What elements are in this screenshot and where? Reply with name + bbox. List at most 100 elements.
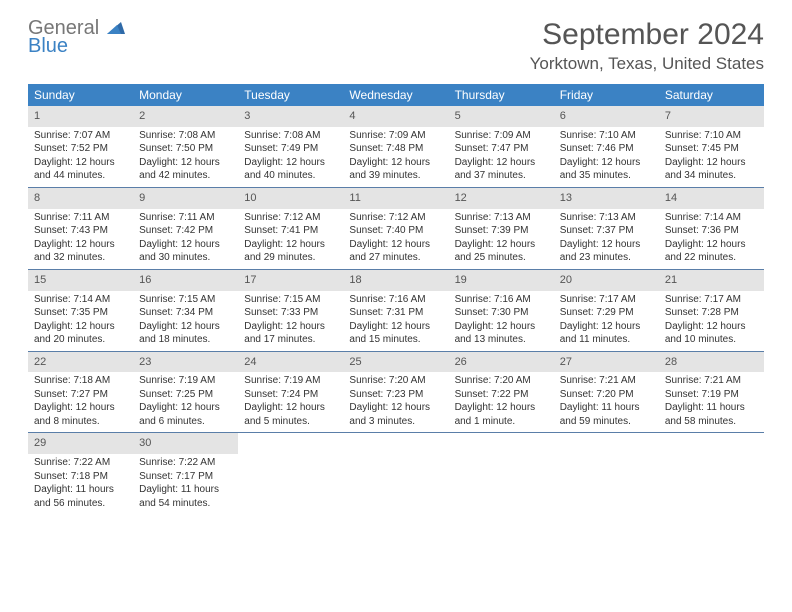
daylight-text: Daylight: 12 hours and 1 minute. (455, 401, 548, 428)
sunset-text: Sunset: 7:17 PM (139, 470, 232, 484)
day-number: 8 (28, 188, 133, 209)
sunrise-text: Sunrise: 7:13 AM (455, 211, 548, 225)
day-details: Sunrise: 7:09 AMSunset: 7:47 PMDaylight:… (449, 129, 554, 187)
daylight-text: Daylight: 12 hours and 25 minutes. (455, 238, 548, 265)
sunrise-text: Sunrise: 7:13 AM (560, 211, 653, 225)
sunset-text: Sunset: 7:18 PM (34, 470, 127, 484)
daylight-text: Daylight: 12 hours and 5 minutes. (244, 401, 337, 428)
calendar-day: 5Sunrise: 7:09 AMSunset: 7:47 PMDaylight… (449, 106, 554, 187)
sunset-text: Sunset: 7:47 PM (455, 142, 548, 156)
sunset-text: Sunset: 7:31 PM (349, 306, 442, 320)
day-details: Sunrise: 7:15 AMSunset: 7:33 PMDaylight:… (238, 293, 343, 351)
sunrise-text: Sunrise: 7:12 AM (349, 211, 442, 225)
daylight-text: Daylight: 11 hours and 56 minutes. (34, 483, 127, 510)
sunrise-text: Sunrise: 7:14 AM (665, 211, 758, 225)
day-number: 14 (659, 188, 764, 209)
calendar-day: 27Sunrise: 7:21 AMSunset: 7:20 PMDayligh… (554, 352, 659, 433)
day-details: Sunrise: 7:10 AMSunset: 7:46 PMDaylight:… (554, 129, 659, 187)
calendar-day: 23Sunrise: 7:19 AMSunset: 7:25 PMDayligh… (133, 352, 238, 433)
day-number: 18 (343, 270, 448, 291)
daylight-text: Daylight: 12 hours and 15 minutes. (349, 320, 442, 347)
day-details: Sunrise: 7:17 AMSunset: 7:28 PMDaylight:… (659, 293, 764, 351)
day-number: 27 (554, 352, 659, 373)
calendar-week: 1Sunrise: 7:07 AMSunset: 7:52 PMDaylight… (28, 106, 764, 188)
dow-wednesday: Wednesday (343, 84, 448, 106)
sunrise-text: Sunrise: 7:19 AM (244, 374, 337, 388)
sunrise-text: Sunrise: 7:16 AM (349, 293, 442, 307)
sunset-text: Sunset: 7:41 PM (244, 224, 337, 238)
daylight-text: Daylight: 11 hours and 54 minutes. (139, 483, 232, 510)
calendar-day-empty (238, 433, 343, 514)
day-number: 15 (28, 270, 133, 291)
day-number: 23 (133, 352, 238, 373)
sunrise-text: Sunrise: 7:15 AM (244, 293, 337, 307)
daylight-text: Daylight: 12 hours and 17 minutes. (244, 320, 337, 347)
calendar-week: 8Sunrise: 7:11 AMSunset: 7:43 PMDaylight… (28, 188, 764, 270)
sunrise-text: Sunrise: 7:17 AM (560, 293, 653, 307)
calendar-day: 4Sunrise: 7:09 AMSunset: 7:48 PMDaylight… (343, 106, 448, 187)
daylight-text: Daylight: 12 hours and 27 minutes. (349, 238, 442, 265)
logo: General Blue (28, 18, 125, 56)
dow-thursday: Thursday (449, 84, 554, 106)
sunset-text: Sunset: 7:33 PM (244, 306, 337, 320)
sunrise-text: Sunrise: 7:17 AM (665, 293, 758, 307)
sunset-text: Sunset: 7:49 PM (244, 142, 337, 156)
calendar-day-empty (343, 433, 448, 514)
day-number: 10 (238, 188, 343, 209)
calendar-day: 24Sunrise: 7:19 AMSunset: 7:24 PMDayligh… (238, 352, 343, 433)
sunset-text: Sunset: 7:20 PM (560, 388, 653, 402)
weeks-container: 1Sunrise: 7:07 AMSunset: 7:52 PMDaylight… (28, 106, 764, 514)
calendar-day: 21Sunrise: 7:17 AMSunset: 7:28 PMDayligh… (659, 270, 764, 351)
calendar-day: 3Sunrise: 7:08 AMSunset: 7:49 PMDaylight… (238, 106, 343, 187)
daylight-text: Daylight: 12 hours and 11 minutes. (560, 320, 653, 347)
day-number: 30 (133, 433, 238, 454)
daylight-text: Daylight: 12 hours and 37 minutes. (455, 156, 548, 183)
day-details: Sunrise: 7:10 AMSunset: 7:45 PMDaylight:… (659, 129, 764, 187)
sunrise-text: Sunrise: 7:08 AM (244, 129, 337, 143)
sunset-text: Sunset: 7:23 PM (349, 388, 442, 402)
day-details: Sunrise: 7:20 AMSunset: 7:22 PMDaylight:… (449, 374, 554, 432)
dow-saturday: Saturday (659, 84, 764, 106)
sunset-text: Sunset: 7:27 PM (34, 388, 127, 402)
day-details: Sunrise: 7:16 AMSunset: 7:30 PMDaylight:… (449, 293, 554, 351)
logo-text-blue: Blue (28, 36, 125, 56)
day-details: Sunrise: 7:16 AMSunset: 7:31 PMDaylight:… (343, 293, 448, 351)
daylight-text: Daylight: 12 hours and 23 minutes. (560, 238, 653, 265)
sunrise-text: Sunrise: 7:12 AM (244, 211, 337, 225)
sunset-text: Sunset: 7:30 PM (455, 306, 548, 320)
sunset-text: Sunset: 7:42 PM (139, 224, 232, 238)
day-number: 4 (343, 106, 448, 127)
day-number: 12 (449, 188, 554, 209)
daylight-text: Daylight: 12 hours and 34 minutes. (665, 156, 758, 183)
header: General Blue September 2024 Yorktown, Te… (28, 18, 764, 74)
daylight-text: Daylight: 12 hours and 44 minutes. (34, 156, 127, 183)
calendar-day: 19Sunrise: 7:16 AMSunset: 7:30 PMDayligh… (449, 270, 554, 351)
day-number: 29 (28, 433, 133, 454)
sunrise-text: Sunrise: 7:11 AM (139, 211, 232, 225)
day-details: Sunrise: 7:15 AMSunset: 7:34 PMDaylight:… (133, 293, 238, 351)
calendar-page: General Blue September 2024 Yorktown, Te… (0, 0, 792, 532)
sunset-text: Sunset: 7:19 PM (665, 388, 758, 402)
daylight-text: Daylight: 11 hours and 58 minutes. (665, 401, 758, 428)
sunset-text: Sunset: 7:36 PM (665, 224, 758, 238)
day-details: Sunrise: 7:08 AMSunset: 7:49 PMDaylight:… (238, 129, 343, 187)
calendar-day: 6Sunrise: 7:10 AMSunset: 7:46 PMDaylight… (554, 106, 659, 187)
day-details: Sunrise: 7:19 AMSunset: 7:25 PMDaylight:… (133, 374, 238, 432)
calendar-day: 12Sunrise: 7:13 AMSunset: 7:39 PMDayligh… (449, 188, 554, 269)
sunset-text: Sunset: 7:24 PM (244, 388, 337, 402)
day-number: 2 (133, 106, 238, 127)
sunrise-text: Sunrise: 7:19 AM (139, 374, 232, 388)
day-number: 25 (343, 352, 448, 373)
sunrise-text: Sunrise: 7:21 AM (665, 374, 758, 388)
calendar-day: 8Sunrise: 7:11 AMSunset: 7:43 PMDaylight… (28, 188, 133, 269)
sunset-text: Sunset: 7:34 PM (139, 306, 232, 320)
day-details: Sunrise: 7:13 AMSunset: 7:39 PMDaylight:… (449, 211, 554, 269)
daylight-text: Daylight: 12 hours and 8 minutes. (34, 401, 127, 428)
daylight-text: Daylight: 12 hours and 6 minutes. (139, 401, 232, 428)
day-details: Sunrise: 7:21 AMSunset: 7:20 PMDaylight:… (554, 374, 659, 432)
sunrise-text: Sunrise: 7:10 AM (560, 129, 653, 143)
day-number: 1 (28, 106, 133, 127)
calendar-day: 20Sunrise: 7:17 AMSunset: 7:29 PMDayligh… (554, 270, 659, 351)
calendar-grid: Sunday Monday Tuesday Wednesday Thursday… (28, 84, 764, 514)
logo-triangle-icon (107, 17, 125, 39)
